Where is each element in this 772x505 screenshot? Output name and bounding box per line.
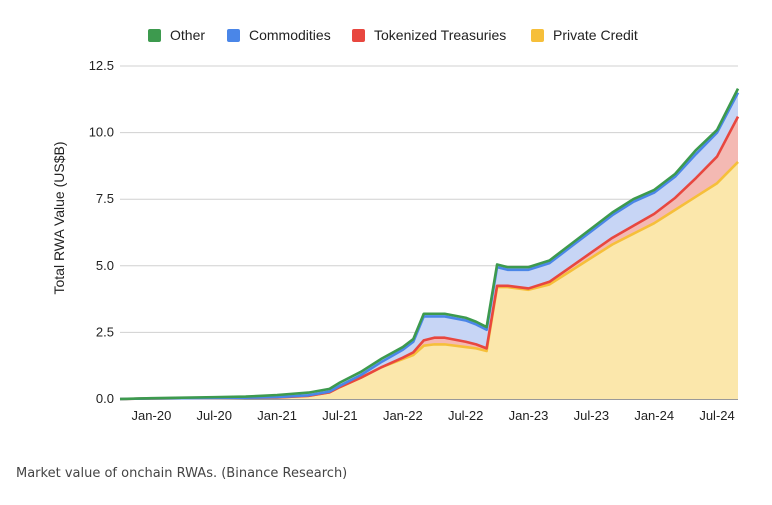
y-tick-label: 12.5 <box>89 58 114 73</box>
x-tick-label: Jan-21 <box>257 408 297 423</box>
y-tick-label: 7.5 <box>96 191 114 206</box>
legend-swatch <box>531 29 544 42</box>
x-tick-label: Jul-23 <box>574 408 609 423</box>
x-tick-label: Jan-23 <box>509 408 549 423</box>
y-axis-title: Total RWA Value (US$B) <box>51 141 67 294</box>
legend-swatch <box>352 29 365 42</box>
y-tick-label: 2.5 <box>96 324 114 339</box>
area-tokenized-treasuries <box>120 116 738 399</box>
axes: 0.0 2.5 5.0 7.5 10.0 12.5 Jan-20 Jul-20 Jan-21 Ju… <box>89 58 735 423</box>
legend-label: Other <box>170 27 205 43</box>
legend-item-other: Other <box>148 27 205 43</box>
legend-item-commodities: Commodities <box>227 27 331 43</box>
x-tick-label: Jan-22 <box>383 408 423 423</box>
legend-label: Private Credit <box>553 27 638 43</box>
legend-item-private-credit: Private Credit <box>531 27 638 43</box>
area-private-credit <box>120 161 738 399</box>
x-tick-label: Jul-22 <box>448 408 483 423</box>
legend-item-tokenized-treasuries: Tokenized Treasuries <box>352 27 506 43</box>
x-tick-label: Jan-20 <box>132 408 172 423</box>
figure-caption: Market value of onchain RWAs. (Binance R… <box>16 466 348 481</box>
legend-swatch <box>227 29 240 42</box>
plot-area <box>120 88 738 400</box>
y-tick-label: 0.0 <box>96 391 114 406</box>
x-tick-label: Jan-24 <box>634 408 674 423</box>
series-lines <box>119 88 740 401</box>
legend-label: Tokenized Treasuries <box>374 27 506 43</box>
legend-swatch <box>148 29 161 42</box>
x-tick-label: Jul-24 <box>699 408 734 423</box>
x-tick-label: Jul-20 <box>197 408 232 423</box>
legend: Other Commodities Tokenized Treasuries Priv… <box>148 27 638 43</box>
legend-label: Commodities <box>249 27 331 43</box>
x-tick-label: Jul-21 <box>322 408 357 423</box>
line-other <box>119 88 740 401</box>
y-tick-label: 10.0 <box>89 125 114 140</box>
line-commodities <box>119 92 740 401</box>
rwa-stacked-area-chart: Other Commodities Tokenized Treasuries Priv… <box>51 27 740 423</box>
y-tick-label: 5.0 <box>96 258 114 273</box>
